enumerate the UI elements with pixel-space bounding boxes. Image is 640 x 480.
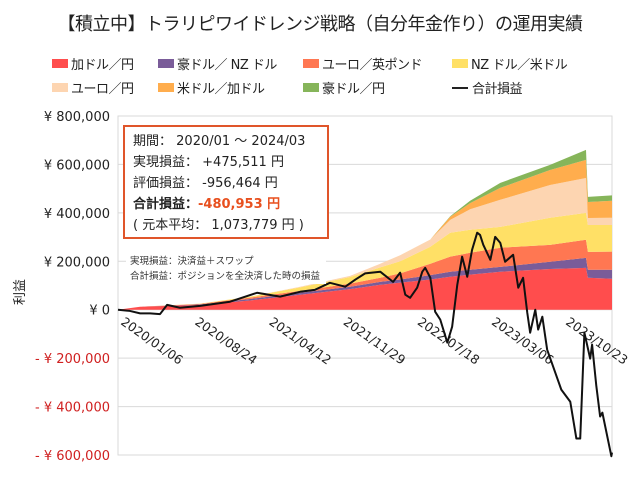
legend-item: 豪ドル／ NZ ドル — [158, 54, 277, 73]
legend-item: NZ ドル／米ドル — [452, 54, 568, 73]
x-tick-label: 2020/01/06 — [118, 314, 186, 368]
legend-swatch — [303, 59, 319, 68]
total-row: 合計損益：-480,953 円 — [133, 194, 327, 215]
total-label: 合計損益： — [133, 197, 199, 212]
y-tick-label: - ¥ 600,000 — [35, 449, 110, 464]
legend-item: ユーロ／英ポンド — [303, 54, 423, 73]
unrealized-row: 評価損益： -956,464 円 — [133, 173, 327, 194]
summary-box: 期間： 2020/01 ～ 2024/03 実現損益： +475,511 円 評… — [123, 125, 329, 239]
legend-label: 加ドル／円 — [71, 58, 134, 73]
y-tick-label: - ¥ 200,000 — [35, 352, 110, 367]
period-value: 2020/01 ～ 2024/03 — [176, 134, 306, 149]
y-tick-label: ¥ 0 — [89, 304, 110, 319]
period-label: 期間： — [133, 134, 173, 149]
realized-value: +475,511 円 — [202, 155, 284, 170]
x-tick-label: 2020/08/24 — [192, 314, 260, 368]
note-total: 合計損益：ポジションを全決済した時の損益 — [130, 271, 321, 282]
area-series-6 — [118, 159, 612, 310]
realized-row: 実現損益： +475,511 円 — [133, 152, 327, 173]
total-value: -480,953 円 — [198, 197, 281, 212]
legend-item: 米ドル／加ドル — [158, 78, 265, 97]
chart-title: 【積立中】トラリピワイドレンジ戦略（自分年金作り）の運用実績 — [57, 14, 584, 35]
legend-label: ユーロ／英ポンド — [322, 58, 423, 73]
area-series-7 — [118, 149, 612, 310]
legend-label: ユーロ／円 — [71, 82, 134, 97]
legend-item-total: 合計損益 — [452, 78, 523, 97]
realized-label: 実現損益： — [133, 155, 199, 170]
y-tick-label: - ¥ 400,000 — [35, 401, 110, 416]
legend-swatch — [158, 83, 174, 92]
x-tick-label: 2021/04/12 — [267, 314, 335, 368]
x-tick-label: 2023/10/23 — [563, 314, 631, 368]
y-tick-label: ¥ 600,000 — [44, 158, 110, 173]
legend-label: 米ドル／加ドル — [177, 82, 265, 97]
legend-label: 合計損益 — [472, 82, 523, 97]
legend-swatch — [52, 83, 68, 92]
x-tick-label: 2021/11/29 — [341, 314, 409, 368]
note-realized: 実現損益：決済益＋スワップ — [130, 256, 254, 267]
unrealized-value: -956,464 円 — [202, 176, 278, 191]
y-tick-label: ¥ 200,000 — [44, 255, 110, 270]
legend-item: ユーロ／円 — [52, 78, 134, 97]
legend-item: 加ドル／円 — [52, 54, 134, 73]
area-series-4 — [118, 212, 612, 310]
legend-item: 豪ドル／円 — [303, 78, 385, 97]
principal-row: ( 元本平均： 1,073,779 円 ) — [133, 218, 304, 233]
period-row: 期間： 2020/01 ～ 2024/03 — [133, 131, 327, 152]
area-series-2 — [118, 257, 612, 310]
area-series-1 — [118, 267, 612, 310]
y-tick-label: ¥ 400,000 — [44, 207, 110, 222]
y-tick-label: ¥ 800,000 — [44, 110, 110, 125]
legend-swatch — [303, 83, 319, 92]
notes: 実現損益：決済益＋スワップ 合計損益：ポジションを全決済した時の損益 — [126, 254, 327, 284]
legend-line-swatch — [452, 86, 468, 89]
total-pl-line — [117, 231, 613, 458]
unrealized-label: 評価損益： — [133, 176, 199, 191]
legend-label: 豪ドル／円 — [322, 82, 385, 97]
legend-swatch — [158, 59, 174, 68]
area-series-5 — [118, 177, 612, 310]
legend-label: 豪ドル／ NZ ドル — [177, 58, 277, 73]
legend-swatch — [52, 59, 68, 68]
legend-label: NZ ドル／米ドル — [471, 58, 568, 73]
y-axis-title: 利益 — [13, 279, 28, 305]
legend-swatch — [452, 59, 468, 68]
